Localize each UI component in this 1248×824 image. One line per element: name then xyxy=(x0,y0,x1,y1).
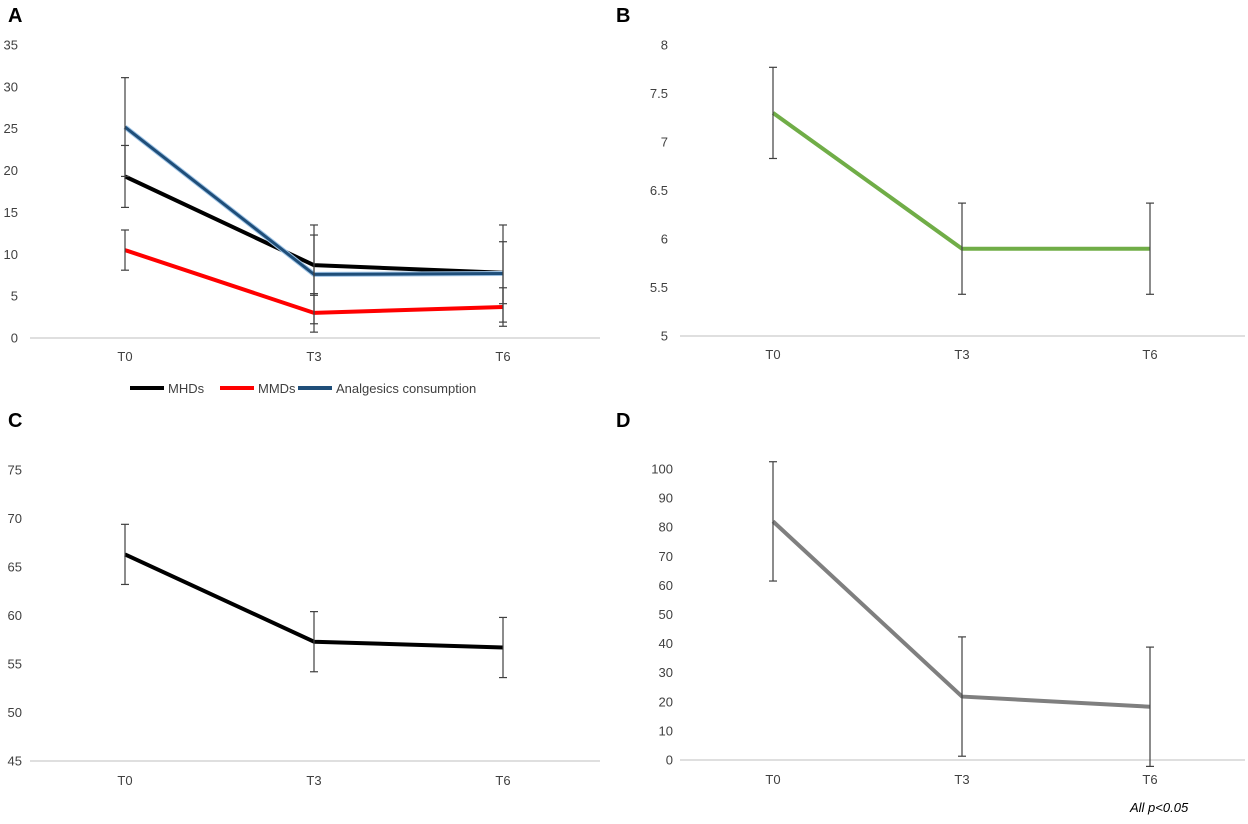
error-bar xyxy=(121,229,129,271)
y-tick-label: 8 xyxy=(661,38,668,53)
y-tick-label: 6 xyxy=(661,232,668,247)
y-tick-label: 80 xyxy=(659,520,673,535)
error-bar xyxy=(1146,202,1154,295)
x-tick-label: T3 xyxy=(954,347,969,362)
panel-letter-c: C xyxy=(8,410,22,432)
panel-d: D 0 10 20 30 40 50 60 70 80 90 100 T0 T3 T6 xyxy=(616,410,1245,787)
y-tick-label: 100 xyxy=(651,462,673,477)
legend-label-mmds: MMDs xyxy=(258,381,296,396)
y-tick-label: 90 xyxy=(659,491,673,506)
y-tick-label: 40 xyxy=(659,636,673,651)
y-tick-label: 70 xyxy=(8,511,22,526)
x-tick-label: T0 xyxy=(765,772,780,787)
y-tick-label: 5.5 xyxy=(650,280,668,295)
y-tick-label: 20 xyxy=(659,694,673,709)
y-tick-label: 65 xyxy=(8,560,22,575)
y-tick-label: 25 xyxy=(4,121,18,136)
panel-b: B 5 5.5 6 6.5 7 7.5 8 T0 T3 T6 xyxy=(616,5,1245,362)
y-tick-label: 5 xyxy=(11,289,18,304)
x-tick-label: T6 xyxy=(495,773,510,788)
y-tick-label: 7.5 xyxy=(650,86,668,101)
y-tick-label: 50 xyxy=(8,705,22,720)
panel-letter-a: A xyxy=(8,5,22,27)
y-tick-label: 60 xyxy=(8,608,22,623)
error-bar xyxy=(121,77,129,178)
panel-letter-b: B xyxy=(616,5,630,27)
y-tick-label: 55 xyxy=(8,657,22,672)
legend-panel-a: MHDs MMDs Analgesics consumption xyxy=(130,381,476,396)
x-tick-label: T3 xyxy=(954,772,969,787)
y-tick-label: 45 xyxy=(8,754,22,769)
error-bar xyxy=(1146,646,1154,768)
y-tick-label: 0 xyxy=(11,331,18,346)
y-tick-label: 30 xyxy=(4,79,18,94)
x-tick-label: T3 xyxy=(306,773,321,788)
x-tick-label: T0 xyxy=(117,773,132,788)
y-tick-label: 20 xyxy=(4,163,18,178)
panel-c: C 45 50 55 60 65 70 75 T0 T3 T6 xyxy=(8,410,600,788)
x-tick-label: T0 xyxy=(117,349,132,364)
error-bar xyxy=(121,523,129,586)
error-bar xyxy=(499,616,507,679)
x-tick-label: T3 xyxy=(306,349,321,364)
panel-a: A 0 5 10 15 20 25 30 35 T0 T3 T6 xyxy=(4,5,600,364)
y-tick-label: 35 xyxy=(4,38,18,53)
error-bar xyxy=(958,636,966,757)
error-bar xyxy=(310,611,318,673)
legend-label-mhds: MHDs xyxy=(168,381,205,396)
error-bar xyxy=(958,202,966,295)
y-tick-label: 10 xyxy=(659,723,673,738)
y-tick-label: 70 xyxy=(659,549,673,564)
x-tick-label: T0 xyxy=(765,347,780,362)
error-bar xyxy=(499,224,507,323)
y-tick-label: 6.5 xyxy=(650,183,668,198)
y-tick-label: 50 xyxy=(659,607,673,622)
error-bar xyxy=(769,66,777,160)
x-tick-label: T6 xyxy=(1142,772,1157,787)
y-tick-label: 10 xyxy=(4,247,18,262)
significance-note: All p<0.05 xyxy=(1130,800,1189,815)
y-tick-label: 5 xyxy=(661,329,668,344)
x-tick-label: T6 xyxy=(1142,347,1157,362)
y-tick-label: 30 xyxy=(659,665,673,680)
y-tick-label: 15 xyxy=(4,205,18,220)
y-tick-label: 7 xyxy=(661,135,668,150)
legend-label-analgesics-consumption: Analgesics consumption xyxy=(336,381,476,396)
error-bar xyxy=(769,461,777,582)
error-bar xyxy=(310,224,318,325)
y-tick-label: 75 xyxy=(8,463,22,478)
y-tick-label: 60 xyxy=(659,578,673,593)
y-tick-label: 0 xyxy=(666,753,673,768)
panel-letter-d: D xyxy=(616,410,630,432)
x-tick-label: T6 xyxy=(495,349,510,364)
